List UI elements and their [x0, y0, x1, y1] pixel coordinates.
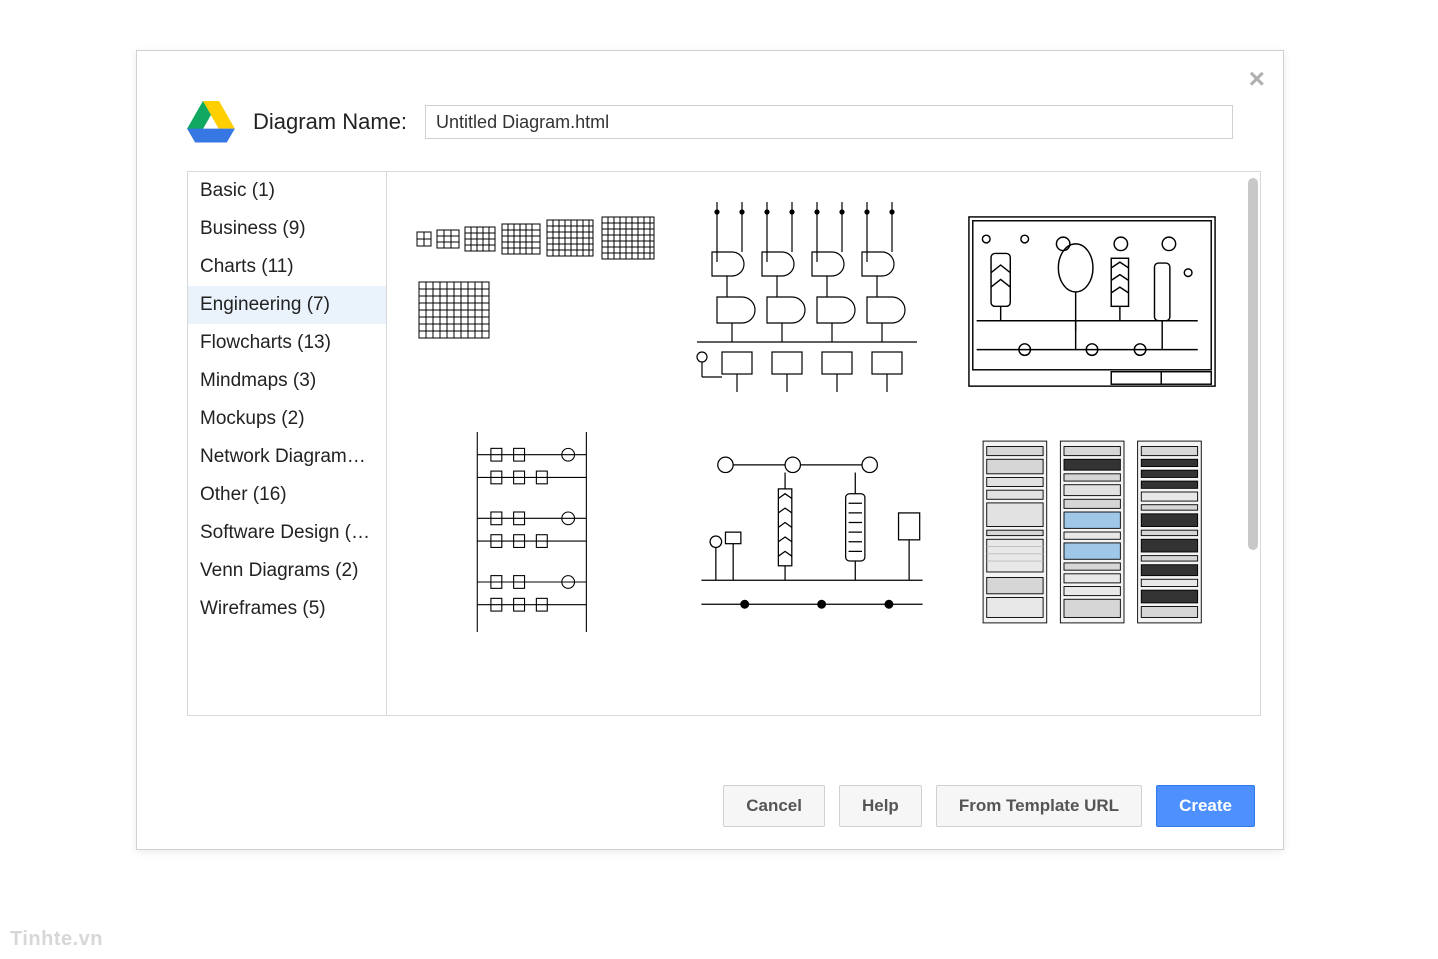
help-button[interactable]: Help — [839, 785, 922, 827]
sidebar-item-10[interactable]: Venn Diagrams (2) — [188, 552, 386, 590]
google-drive-icon — [187, 101, 235, 143]
sidebar-item-0[interactable]: Basic (1) — [188, 172, 386, 210]
dialog-header: Diagram Name: — [137, 51, 1283, 163]
diagram-name-input[interactable] — [425, 105, 1233, 139]
create-button[interactable]: Create — [1156, 785, 1255, 827]
sidebar-item-3[interactable]: Engineering (7) — [188, 286, 386, 324]
dialog-footer: Cancel Help From Template URL Create — [723, 785, 1255, 827]
template-logic-circuit[interactable] — [687, 202, 937, 402]
template-preview-pane — [387, 171, 1261, 716]
sidebar-item-7[interactable]: Network Diagram… — [188, 438, 386, 476]
template-piping-diagram[interactable] — [687, 432, 937, 632]
sidebar-item-1[interactable]: Business (9) — [188, 210, 386, 248]
from-template-url-button[interactable]: From Template URL — [936, 785, 1142, 827]
watermark-text: Tinhte.vn — [10, 928, 103, 951]
category-sidebar: Basic (1)Business (9)Charts (11)Engineer… — [187, 171, 387, 716]
template-grids[interactable] — [407, 202, 657, 402]
sidebar-item-5[interactable]: Mindmaps (3) — [188, 362, 386, 400]
template-server-racks[interactable] — [967, 432, 1217, 632]
preview-scrollbar[interactable] — [1248, 178, 1258, 709]
sidebar-item-2[interactable]: Charts (11) — [188, 248, 386, 286]
dialog-content: Basic (1)Business (9)Charts (11)Engineer… — [187, 171, 1261, 716]
sidebar-item-9[interactable]: Software Design (… — [188, 514, 386, 552]
sidebar-item-4[interactable]: Flowcharts (13) — [188, 324, 386, 362]
scrollbar-thumb[interactable] — [1248, 178, 1258, 550]
template-process-flow[interactable] — [967, 202, 1217, 402]
sidebar-item-8[interactable]: Other (16) — [188, 476, 386, 514]
sidebar-item-11[interactable]: Wireframes (5) — [188, 590, 386, 628]
new-diagram-dialog: × Diagram Name: Basic (1)Business (9)Cha… — [136, 50, 1284, 850]
sidebar-item-6[interactable]: Mockups (2) — [188, 400, 386, 438]
template-ladder-logic[interactable] — [407, 432, 657, 632]
cancel-button[interactable]: Cancel — [723, 785, 825, 827]
close-icon[interactable]: × — [1249, 65, 1265, 93]
diagram-name-label: Diagram Name: — [253, 109, 407, 135]
